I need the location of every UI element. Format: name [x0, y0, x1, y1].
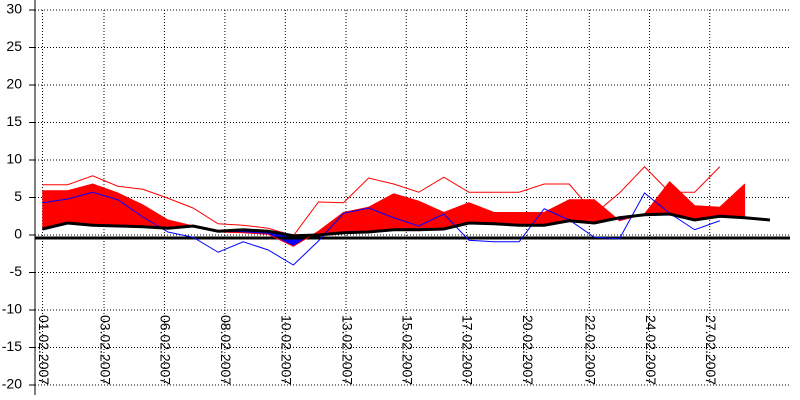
x-tick-label: 03.02.2007 [97, 315, 113, 385]
x-tick-label: 20.02.2007 [520, 315, 536, 385]
series-line [42, 212, 771, 238]
x-tick-label: 17.02.2007 [460, 315, 476, 385]
fill-area [719, 183, 746, 219]
y-tick-label: -10 [2, 301, 22, 317]
x-tick-label: 01.02.2007 [36, 315, 52, 385]
series-line [42, 166, 721, 237]
y-tick-label: -15 [2, 338, 22, 354]
x-tick-label: 22.02.2007 [583, 315, 599, 385]
y-tick-label: -5 [10, 263, 23, 279]
series-line [42, 181, 746, 247]
x-tick-label: 24.02.2007 [643, 315, 659, 385]
x-tick-label: 15.02.2007 [400, 315, 416, 385]
x-tick-label: 10.02.2007 [279, 315, 295, 385]
y-tick-label: 0 [14, 226, 22, 242]
series-line [42, 191, 720, 266]
fill-area [468, 202, 495, 225]
fill-area [92, 183, 119, 227]
y-tick-label: -20 [2, 376, 22, 392]
x-tick-label: 13.02.2007 [339, 315, 355, 385]
y-tick-label: 25 [6, 38, 22, 54]
x-tick-label: 27.02.2007 [703, 315, 719, 385]
fill-area [117, 192, 144, 228]
fill-area [569, 199, 595, 224]
y-tick-label: 5 [14, 188, 22, 204]
y-tick-label: 30 [6, 1, 22, 17]
y-tick-label: 20 [6, 76, 22, 92]
y-tick-label: 15 [6, 113, 22, 129]
y-tick-label: 10 [6, 151, 22, 167]
x-tick-label: 06.02.2007 [158, 315, 174, 385]
x-tick-label: 08.02.2007 [218, 315, 234, 385]
